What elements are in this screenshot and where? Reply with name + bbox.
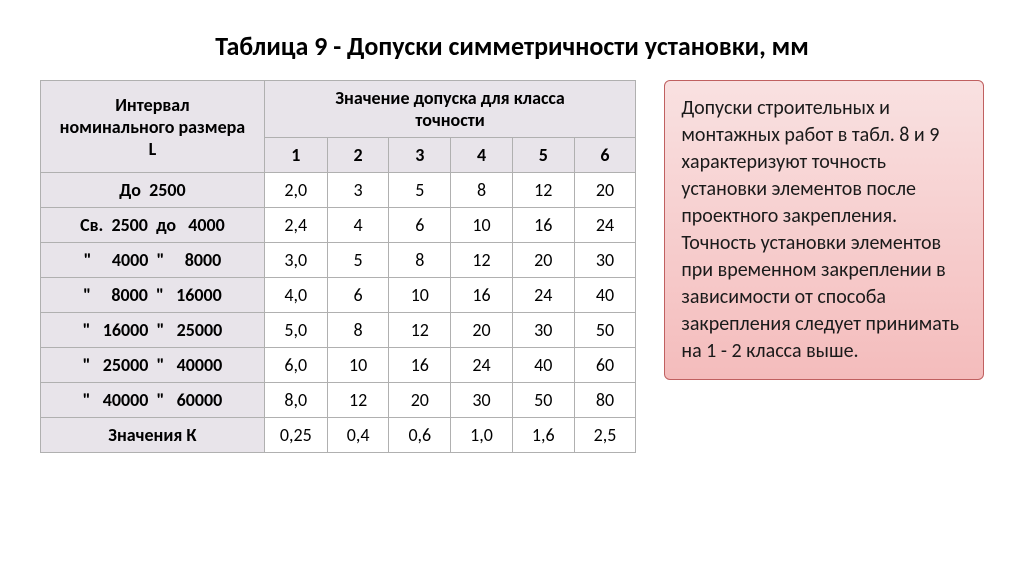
table-row: " 4000 " 8000 3,0 5 8 12 20 30: [41, 243, 636, 278]
cell: 50: [512, 383, 574, 418]
cell: 3,0: [264, 243, 327, 278]
cell: 12: [389, 313, 451, 348]
cell: 5: [389, 173, 451, 208]
cell: 6: [389, 208, 451, 243]
explanatory-note: Допуски строительных и монтажных работ в…: [664, 80, 984, 380]
row-label: " 25000 " 40000: [41, 348, 265, 383]
cell: 1,0: [451, 418, 513, 453]
table-row: " 8000 " 16000 4,0 6 10 16 24 40: [41, 278, 636, 313]
class-col: 5: [512, 138, 574, 173]
cell: 30: [512, 313, 574, 348]
cell: 0,4: [327, 418, 389, 453]
row-label: " 40000 " 60000: [41, 383, 265, 418]
cell: 20: [451, 313, 513, 348]
cell: 60: [574, 348, 636, 383]
cell: 50: [574, 313, 636, 348]
cell: 3: [327, 173, 389, 208]
cell: 12: [451, 243, 513, 278]
cell: 8: [327, 313, 389, 348]
header-tolerance-class: Значение допуска для класса точности: [264, 81, 636, 138]
cell: 1,6: [512, 418, 574, 453]
cell: 10: [451, 208, 513, 243]
cell: 16: [512, 208, 574, 243]
cell: 0,25: [264, 418, 327, 453]
table-row: " 25000 " 40000 6,0 10 16 24 40 60: [41, 348, 636, 383]
cell: 20: [574, 173, 636, 208]
cell: 24: [574, 208, 636, 243]
cell: 5,0: [264, 313, 327, 348]
row-label: Св. 2500 до 4000: [41, 208, 265, 243]
content-wrap: Интервал номинального размера L Значение…: [40, 80, 984, 453]
cell: 6: [327, 278, 389, 313]
cell: 40: [574, 278, 636, 313]
cell: 6,0: [264, 348, 327, 383]
cell: 20: [389, 383, 451, 418]
cell: 2,0: [264, 173, 327, 208]
cell: 2,5: [574, 418, 636, 453]
table-row: " 40000 " 60000 8,0 12 20 30 50 80: [41, 383, 636, 418]
row-label: " 8000 " 16000: [41, 278, 265, 313]
class-col: 2: [327, 138, 389, 173]
cell: 30: [451, 383, 513, 418]
header-interval: Интервал номинального размера L: [41, 81, 265, 173]
cell: 5: [327, 243, 389, 278]
cell: 12: [327, 383, 389, 418]
cell: 10: [327, 348, 389, 383]
row-label: " 16000 " 25000: [41, 313, 265, 348]
table-body: До 2500 2,0 3 5 8 12 20 Св. 2500 до 4000…: [41, 173, 636, 453]
footer-row: Значения К 0,25 0,4 0,6 1,0 1,6 2,5: [41, 418, 636, 453]
cell: 8: [451, 173, 513, 208]
cell: 10: [389, 278, 451, 313]
cell: 80: [574, 383, 636, 418]
class-col: 3: [389, 138, 451, 173]
cell: 8,0: [264, 383, 327, 418]
cell: 0,6: [389, 418, 451, 453]
row-label: " 4000 " 8000: [41, 243, 265, 278]
cell: 16: [389, 348, 451, 383]
cell: 8: [389, 243, 451, 278]
class-col: 6: [574, 138, 636, 173]
cell: 2,4: [264, 208, 327, 243]
class-col: 4: [451, 138, 513, 173]
table-row: Св. 2500 до 4000 2,4 4 6 10 16 24: [41, 208, 636, 243]
table-row: " 16000 " 25000 5,0 8 12 20 30 50: [41, 313, 636, 348]
table-row: До 2500 2,0 3 5 8 12 20: [41, 173, 636, 208]
cell: 16: [451, 278, 513, 313]
cell: 24: [451, 348, 513, 383]
cell: 4: [327, 208, 389, 243]
footer-label: Значения К: [41, 418, 265, 453]
class-col: 1: [264, 138, 327, 173]
tolerance-table: Интервал номинального размера L Значение…: [40, 80, 636, 453]
cell: 40: [512, 348, 574, 383]
cell: 30: [574, 243, 636, 278]
page-title: Таблица 9 - Допуски симметричности устан…: [40, 30, 984, 62]
cell: 24: [512, 278, 574, 313]
row-label: До 2500: [41, 173, 265, 208]
cell: 20: [512, 243, 574, 278]
cell: 4,0: [264, 278, 327, 313]
cell: 12: [512, 173, 574, 208]
